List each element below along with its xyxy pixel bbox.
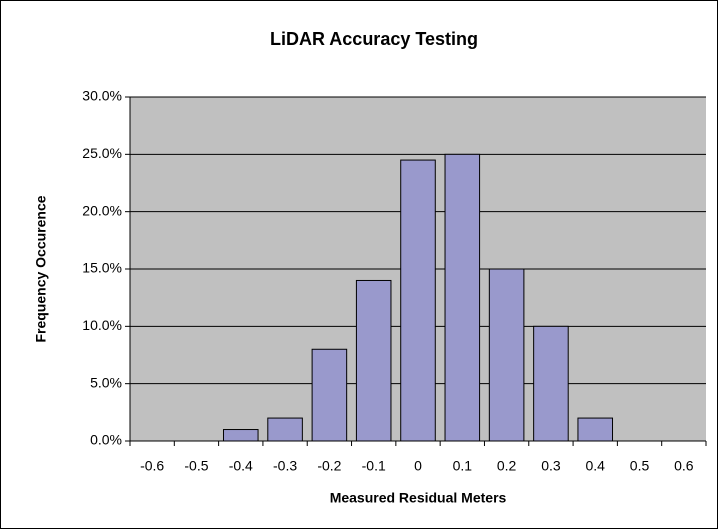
bar: [267, 417, 303, 442]
bar: [533, 325, 569, 442]
x-tick-label: -0.6: [140, 458, 164, 474]
x-tick-label: -0.1: [362, 458, 386, 474]
y-tick-label: 10.0%: [82, 317, 122, 333]
y-tick-label: 30.0%: [82, 88, 122, 104]
y-tick-label: 0.0%: [90, 432, 122, 448]
x-tick-label: 0.3: [541, 458, 561, 474]
bar: [577, 417, 614, 442]
x-tick-label: -0.4: [229, 458, 253, 474]
x-axis-title: Measured Residual Meters: [330, 490, 507, 506]
y-tick-label: 20.0%: [82, 202, 122, 218]
y-tick-label: 5.0%: [90, 374, 122, 390]
x-tick-label: 0.5: [630, 458, 650, 474]
x-tick-label: -0.3: [273, 458, 297, 474]
y-tick-label: 25.0%: [82, 145, 122, 161]
x-tick-label: 0: [414, 458, 422, 474]
y-tick-label: 15.0%: [82, 260, 122, 276]
x-tick-label: 0.2: [497, 458, 517, 474]
x-tick-label: 0.6: [674, 458, 694, 474]
bar: [488, 268, 525, 442]
bar: [400, 159, 436, 442]
x-tick-label: 0.4: [585, 458, 605, 474]
x-tick-label: -0.5: [184, 458, 208, 474]
y-axis-title: Frequency Occurence: [33, 195, 49, 342]
chart-title: LiDAR Accuracy Testing: [270, 29, 478, 49]
bar: [444, 153, 481, 442]
bar: [355, 279, 392, 442]
bar: [311, 348, 348, 442]
x-tick-label: -0.2: [317, 458, 341, 474]
bar: [222, 429, 259, 442]
x-tick-label: 0.1: [453, 458, 473, 474]
